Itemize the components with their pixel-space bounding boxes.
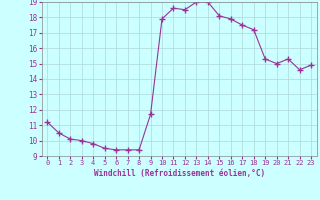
X-axis label: Windchill (Refroidissement éolien,°C): Windchill (Refroidissement éolien,°C) <box>94 169 265 178</box>
